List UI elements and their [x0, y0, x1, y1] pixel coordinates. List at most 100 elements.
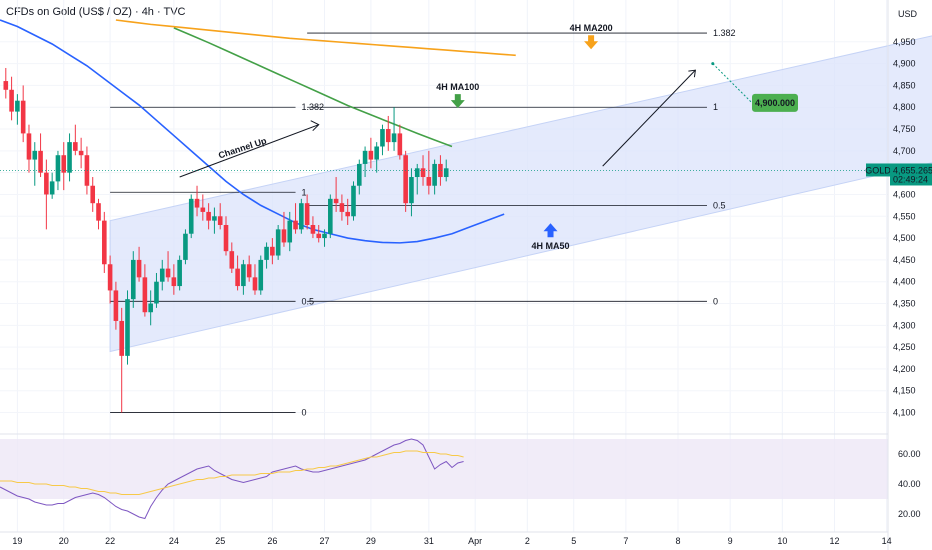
candle-body: [356, 163, 362, 186]
time-tick-label: 25: [215, 536, 225, 546]
rsi-tick-label: 20.00: [898, 509, 921, 519]
projection-arrow-head: [688, 69, 696, 78]
candle-body: [26, 133, 32, 160]
candle-body: [287, 220, 293, 243]
candle-body: [107, 264, 113, 291]
candle-body: [235, 268, 240, 287]
candle-body: [165, 268, 171, 278]
price-tick-label: 4,200: [893, 364, 916, 374]
candle-body: [84, 155, 90, 186]
price-tick-label: 4,850: [893, 80, 916, 90]
candle-body: [397, 133, 403, 156]
candle-body: [310, 225, 316, 234]
candle-body: [55, 155, 61, 182]
price-tick-label: 4,450: [893, 255, 916, 265]
price-tick-label: 4,600: [893, 189, 916, 199]
annotation-label: 4H MA50: [532, 241, 570, 251]
candle-body: [20, 100, 26, 134]
channel-arrow-line: [179, 124, 319, 178]
candle-body: [322, 233, 327, 239]
price-tick-label: 4,300: [893, 320, 916, 330]
price-tick-label: 4,250: [893, 342, 916, 352]
candle-body: [391, 133, 397, 143]
rsi-tick-label: 40.00: [898, 479, 921, 489]
rsi-tick-label: 60.00: [898, 449, 921, 459]
time-tick-label: 2: [525, 536, 530, 546]
candle-body: [299, 203, 304, 230]
candle-body: [252, 277, 258, 291]
candle-body: [212, 216, 217, 221]
candle-body: [78, 150, 84, 156]
candle-body: [403, 155, 408, 204]
candle-body: [188, 198, 194, 234]
candle-body: [9, 89, 14, 112]
candle-body: [316, 233, 322, 239]
candle-body: [90, 185, 96, 204]
candle-body: [200, 207, 206, 212]
candle-body: [241, 264, 246, 287]
price-tick-label: 4,700: [893, 146, 916, 156]
candle-body: [281, 229, 287, 243]
time-tick-label: 26: [267, 536, 277, 546]
candle-body: [385, 129, 391, 143]
moving-average-line: [115, 19, 516, 57]
fib-level-label: 0: [713, 296, 718, 306]
price-tick-label: 4,800: [893, 102, 916, 112]
time-tick-label: 12: [829, 536, 839, 546]
symbol-tag-text: GOLD: [865, 165, 891, 175]
time-tick-label: 10: [777, 536, 787, 546]
candle-body: [61, 155, 67, 173]
price-tag: [890, 163, 932, 186]
time-tick-label: 27: [320, 536, 330, 546]
candle-body: [420, 168, 426, 178]
candle-body: [44, 172, 49, 195]
channel-arrow-head: [310, 120, 320, 132]
candle-body: [177, 259, 182, 287]
currency-label: USD: [898, 9, 918, 19]
candle-body: [275, 229, 281, 256]
candle-body: [142, 277, 148, 313]
candle-body: [229, 251, 235, 269]
candle-body: [293, 220, 298, 230]
candle-body: [328, 198, 333, 234]
candle-body: [73, 142, 78, 151]
ma200-arrow: [584, 35, 599, 50]
price-tick-label: 4,500: [893, 233, 916, 243]
price-tick-label: 4,150: [893, 386, 916, 396]
candle-body: [368, 150, 374, 160]
time-tick-label: 7: [623, 536, 628, 546]
time-tick-label: 24: [169, 536, 179, 546]
candle-body: [432, 163, 437, 186]
candle-body: [102, 220, 107, 265]
candle-body: [351, 185, 356, 217]
fib-level-label: 1: [302, 187, 307, 197]
target-leader: [712, 63, 753, 104]
candle-body: [113, 290, 119, 321]
time-tick-label: 8: [676, 536, 681, 546]
price-tick-label: 4,100: [893, 408, 916, 418]
symbol-tag: [866, 163, 890, 177]
candle-body: [194, 198, 200, 208]
candle-body: [345, 211, 350, 217]
candle-body: [130, 259, 136, 300]
fib-level-label: 1.382: [713, 28, 736, 38]
candle-body: [183, 233, 188, 260]
candle-body: [333, 198, 339, 204]
price-tick-label: 4,550: [893, 211, 916, 221]
candle-body: [362, 150, 368, 164]
candle-body: [136, 259, 142, 278]
candle-body: [443, 168, 449, 178]
candle-body: [119, 320, 124, 356]
price-tick-label: 4,350: [893, 299, 916, 309]
candle-body: [206, 211, 211, 221]
price-tag-text: 4,655.265: [893, 165, 932, 175]
time-tick-label: 19: [12, 536, 22, 546]
rsi-ma-line: [0, 450, 464, 495]
time-tick-label: 20: [59, 536, 69, 546]
candle-body: [264, 246, 269, 260]
price-tick-label: 4,400: [893, 277, 916, 287]
annotation-label: Channel Up: [217, 135, 268, 160]
channel-up: [109, 35, 932, 353]
ma100-arrow: [450, 94, 465, 109]
